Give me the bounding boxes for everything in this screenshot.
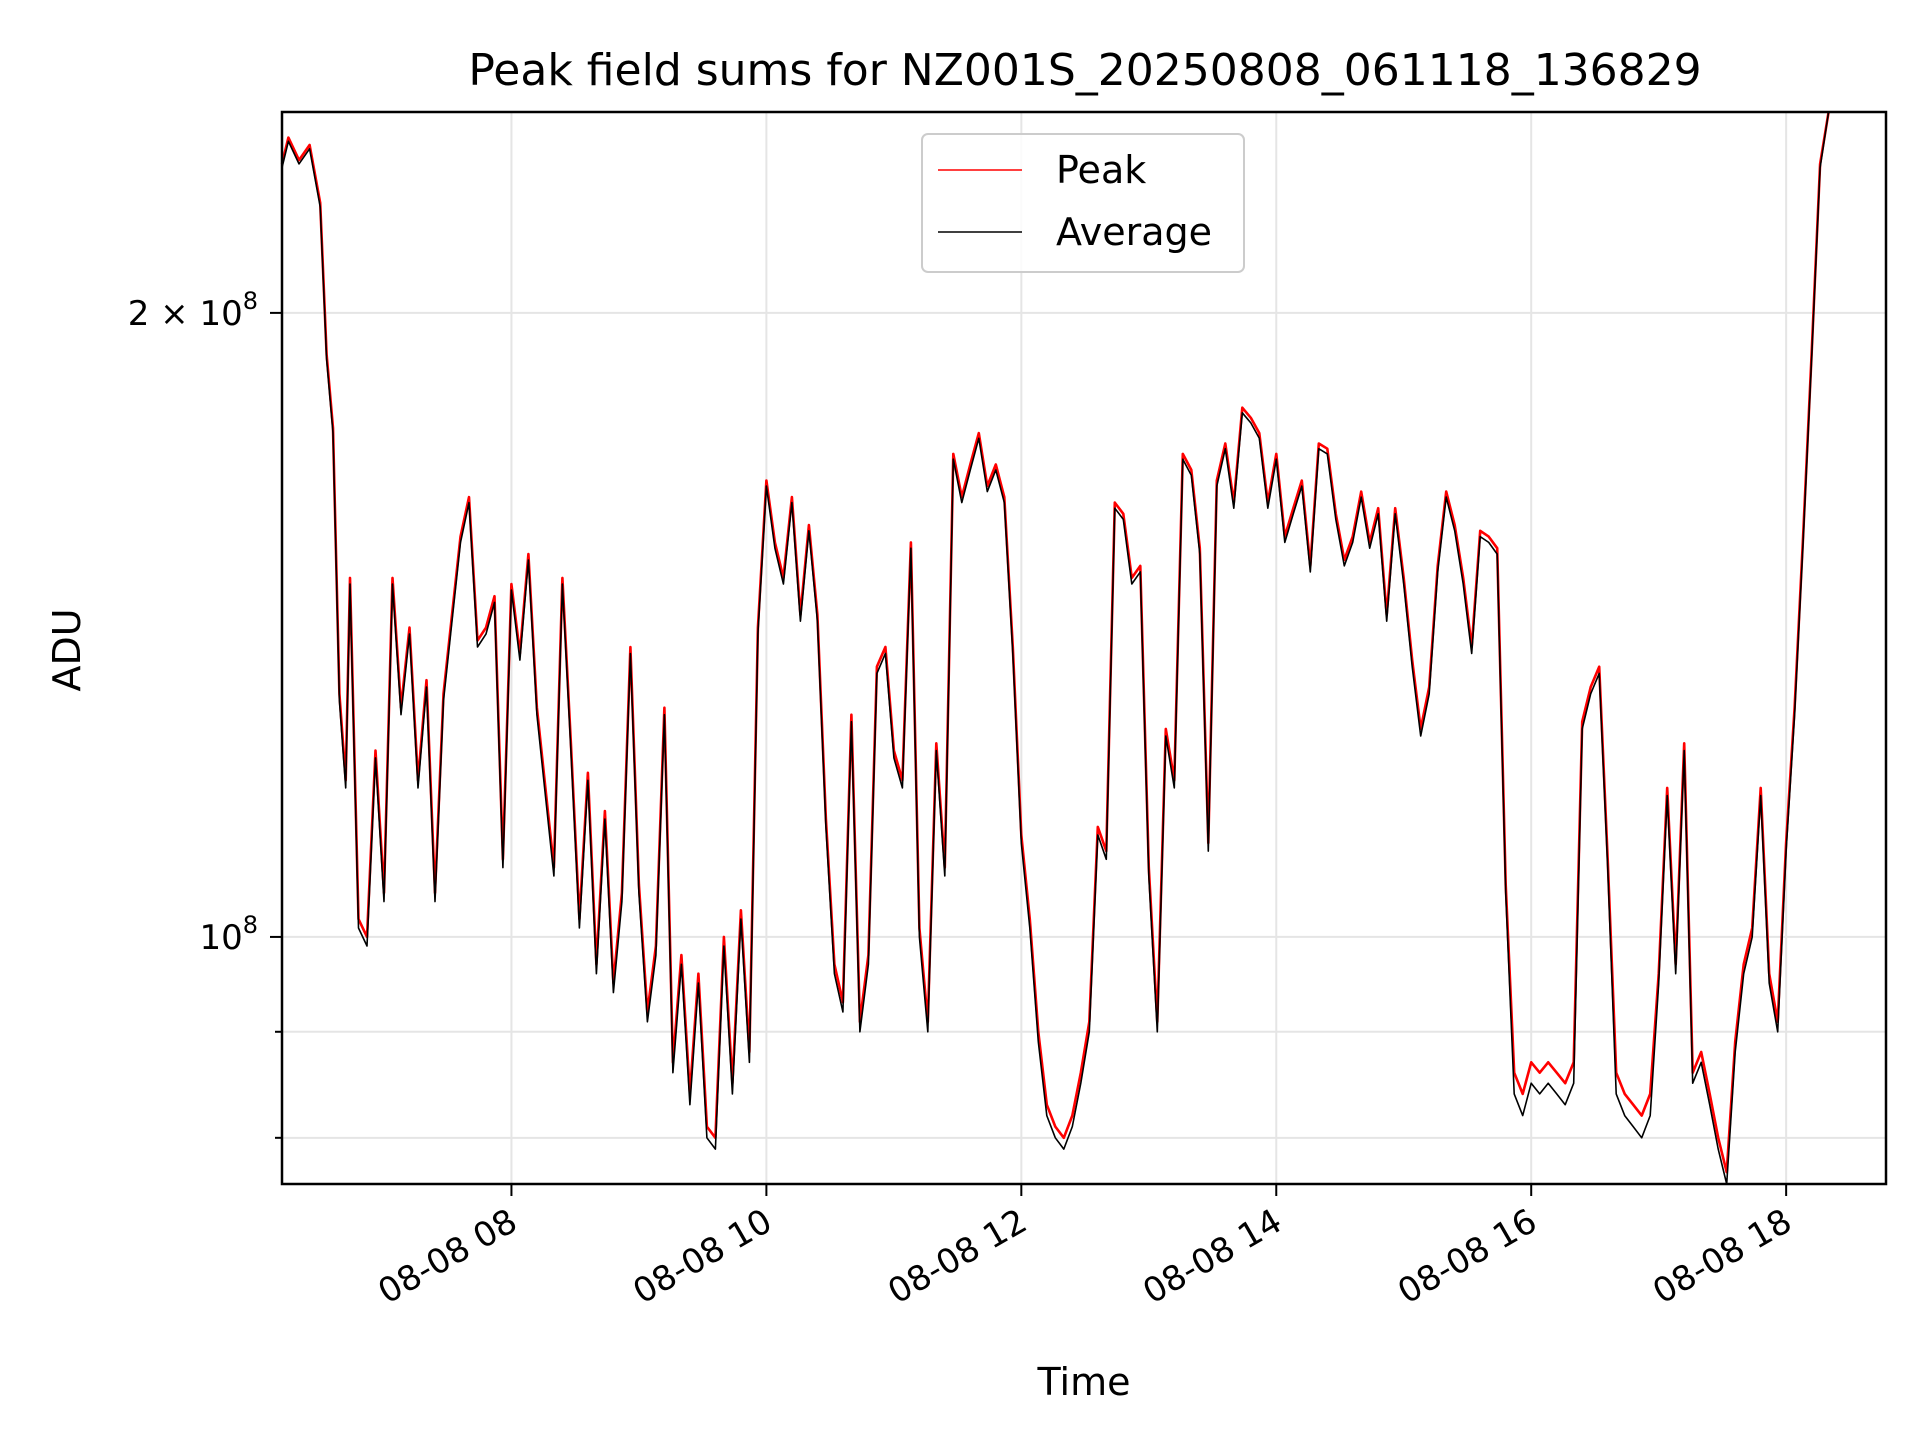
y-tick-label-base: 2 × 10 (128, 294, 243, 334)
y-tick-label: 108 (199, 911, 258, 958)
y-tick-label-exponent: 8 (243, 287, 258, 315)
series-group (280, 111, 1830, 1185)
y-tick-label-base: 10 (199, 918, 242, 958)
legend-average-label: Average (1056, 210, 1212, 254)
chart-title: Peak field sums for NZ001S_20250808_0611… (468, 45, 1701, 96)
legend-box (921, 133, 1245, 273)
series-line-average (281, 111, 1830, 1185)
y-tick-label: 2 × 108 (128, 287, 258, 334)
y-tick-label-exponent: 8 (243, 911, 258, 939)
legend: Peak Average (921, 133, 1245, 273)
legend-peak-label: Peak (1056, 148, 1146, 192)
plot-frame (280, 110, 1888, 1186)
grid (282, 112, 1886, 1184)
x-axis-label: Time (1037, 1360, 1131, 1404)
y-axis-label: ADU (45, 608, 89, 691)
